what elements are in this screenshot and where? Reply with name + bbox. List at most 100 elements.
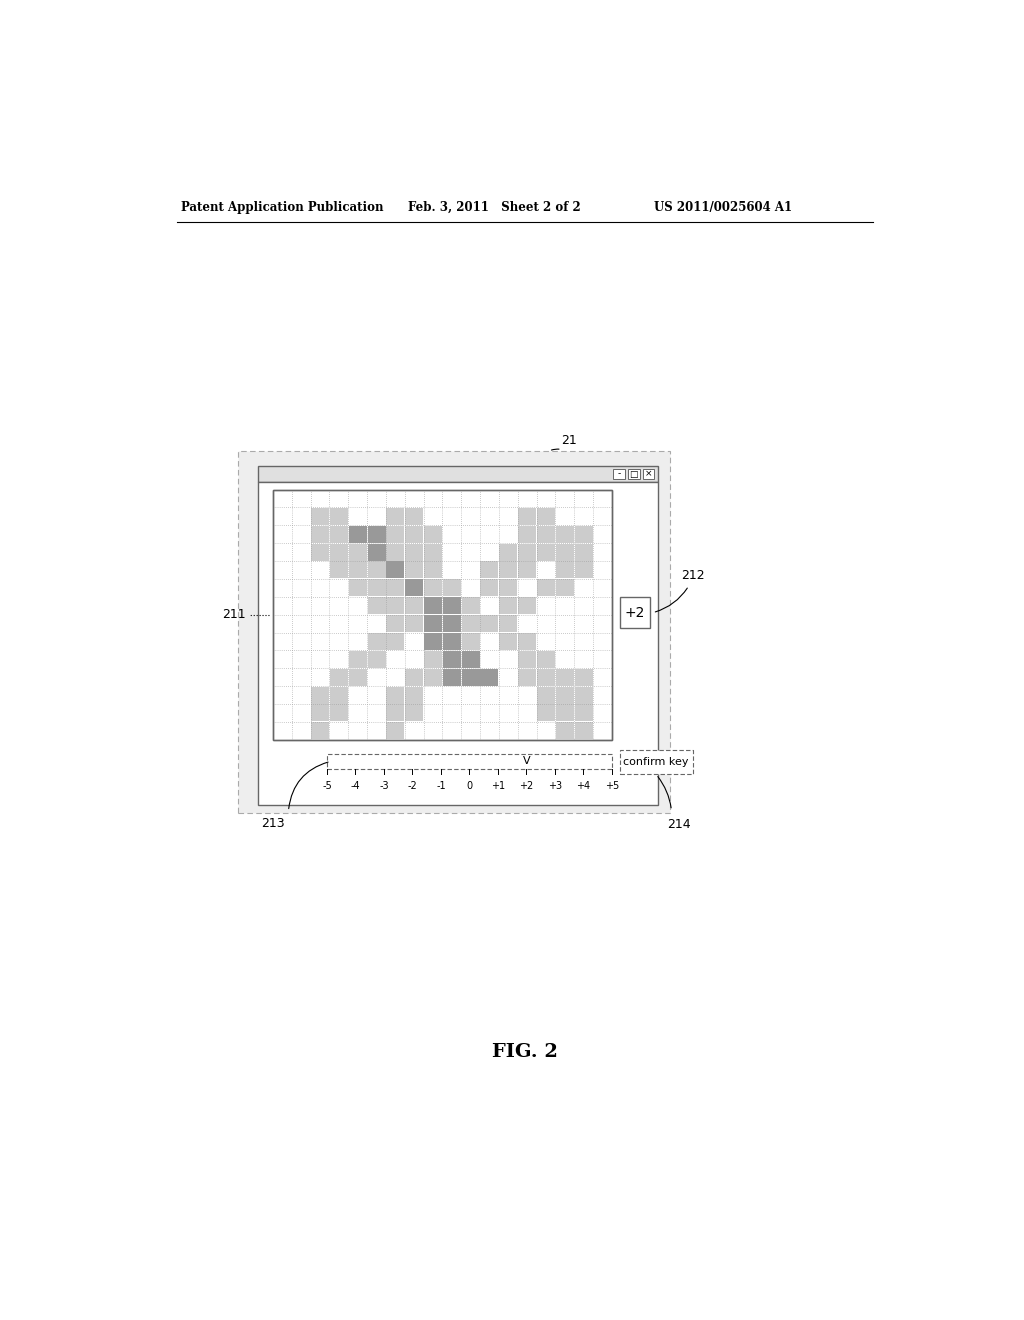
- Bar: [537, 669, 555, 686]
- Bar: [537, 544, 555, 561]
- Text: V: V: [522, 756, 530, 767]
- Bar: [424, 669, 442, 686]
- Bar: [500, 615, 517, 632]
- Bar: [386, 722, 404, 739]
- Bar: [518, 525, 537, 543]
- Bar: [386, 705, 404, 722]
- Bar: [386, 632, 404, 649]
- Text: -: -: [617, 470, 621, 479]
- Bar: [518, 597, 537, 614]
- Bar: [424, 615, 442, 632]
- Bar: [424, 525, 442, 543]
- Bar: [537, 651, 555, 668]
- Bar: [462, 597, 479, 614]
- Bar: [442, 669, 461, 686]
- Bar: [311, 722, 329, 739]
- Bar: [574, 705, 593, 722]
- Bar: [500, 632, 517, 649]
- Bar: [311, 508, 329, 525]
- Bar: [239, 451, 670, 813]
- Bar: [327, 754, 611, 770]
- Bar: [330, 525, 348, 543]
- Bar: [258, 482, 658, 805]
- Bar: [424, 651, 442, 668]
- Text: -2: -2: [408, 781, 417, 791]
- Bar: [442, 597, 461, 614]
- Bar: [556, 669, 573, 686]
- Bar: [368, 632, 386, 649]
- Bar: [406, 525, 423, 543]
- Bar: [537, 525, 555, 543]
- Bar: [424, 561, 442, 578]
- Bar: [424, 615, 442, 632]
- Bar: [480, 561, 499, 578]
- Bar: [518, 508, 537, 525]
- Text: 0: 0: [466, 781, 472, 791]
- Bar: [386, 525, 404, 543]
- Bar: [349, 669, 367, 686]
- Bar: [311, 705, 329, 722]
- Bar: [406, 597, 423, 614]
- Bar: [349, 579, 367, 597]
- Bar: [537, 686, 555, 704]
- Text: 212: 212: [681, 569, 705, 582]
- Bar: [574, 669, 593, 686]
- Bar: [574, 544, 593, 561]
- Bar: [556, 722, 573, 739]
- Bar: [480, 669, 499, 686]
- Bar: [556, 579, 573, 597]
- Bar: [620, 598, 650, 628]
- Text: -1: -1: [436, 781, 445, 791]
- Bar: [620, 750, 692, 775]
- Bar: [500, 579, 517, 597]
- Bar: [628, 469, 640, 479]
- Bar: [406, 508, 423, 525]
- Text: Feb. 3, 2011   Sheet 2 of 2: Feb. 3, 2011 Sheet 2 of 2: [408, 201, 581, 214]
- Bar: [462, 651, 479, 668]
- Text: confirm key: confirm key: [624, 758, 689, 767]
- Bar: [462, 632, 479, 649]
- Bar: [442, 632, 461, 649]
- Text: +5: +5: [605, 781, 618, 791]
- Bar: [368, 651, 386, 668]
- Bar: [258, 466, 658, 482]
- Bar: [556, 525, 573, 543]
- Bar: [406, 669, 423, 686]
- Text: +2: +2: [519, 781, 534, 791]
- Bar: [556, 705, 573, 722]
- Bar: [311, 686, 329, 704]
- Text: -3: -3: [379, 781, 389, 791]
- Bar: [406, 686, 423, 704]
- Bar: [386, 615, 404, 632]
- Bar: [273, 490, 611, 739]
- Bar: [368, 597, 386, 614]
- Bar: [368, 525, 386, 543]
- Bar: [349, 651, 367, 668]
- Text: US 2011/0025604 A1: US 2011/0025604 A1: [654, 201, 793, 214]
- Text: Patent Application Publication: Patent Application Publication: [180, 201, 383, 214]
- Text: +4: +4: [577, 781, 591, 791]
- Bar: [386, 579, 404, 597]
- Bar: [273, 490, 611, 739]
- Bar: [643, 469, 654, 479]
- Bar: [424, 579, 442, 597]
- Bar: [442, 615, 461, 632]
- Text: +2: +2: [625, 606, 645, 619]
- Text: -5: -5: [322, 781, 332, 791]
- Bar: [442, 615, 461, 632]
- Bar: [442, 579, 461, 597]
- Bar: [368, 544, 386, 561]
- Bar: [480, 579, 499, 597]
- Bar: [349, 525, 367, 543]
- Bar: [480, 615, 499, 632]
- Text: □: □: [630, 470, 638, 479]
- Bar: [442, 651, 461, 668]
- Bar: [406, 705, 423, 722]
- Text: -4: -4: [350, 781, 360, 791]
- Bar: [556, 686, 573, 704]
- Bar: [518, 651, 537, 668]
- Bar: [518, 669, 537, 686]
- Bar: [574, 722, 593, 739]
- Bar: [500, 544, 517, 561]
- Bar: [613, 469, 625, 479]
